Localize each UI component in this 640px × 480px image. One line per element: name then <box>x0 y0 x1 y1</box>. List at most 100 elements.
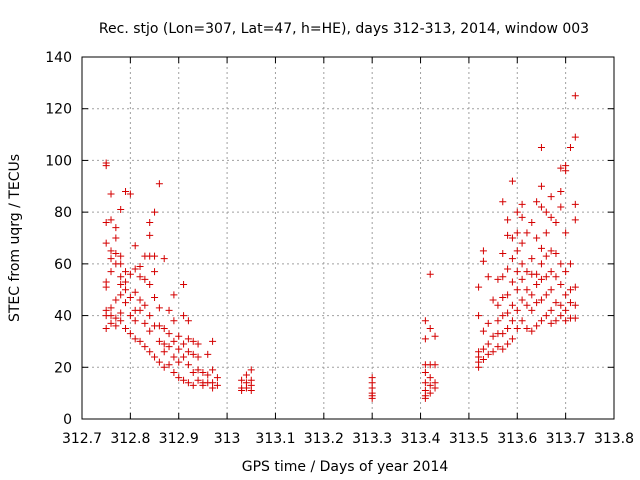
data-point <box>141 301 149 309</box>
data-point <box>508 301 516 309</box>
data-point <box>112 224 120 232</box>
data-point <box>566 260 574 268</box>
x-tick-label: 313.3 <box>352 431 392 447</box>
data-point <box>537 244 545 252</box>
data-point <box>479 345 487 353</box>
data-point <box>523 301 531 309</box>
data-point <box>552 250 560 258</box>
data-point <box>475 283 483 291</box>
data-point <box>126 190 134 198</box>
data-point <box>426 389 434 397</box>
data-point <box>499 293 507 301</box>
data-point <box>209 366 217 374</box>
y-tick-label: 80 <box>54 205 72 221</box>
data-point <box>146 327 154 335</box>
data-point <box>146 218 154 226</box>
data-point <box>180 281 188 289</box>
x-tick-label: 312.9 <box>159 431 199 447</box>
data-point <box>557 164 565 172</box>
data-point <box>528 218 536 226</box>
data-point <box>209 384 217 392</box>
data-point <box>484 350 492 358</box>
data-point <box>175 345 183 353</box>
data-point <box>547 306 555 314</box>
data-point <box>431 332 439 340</box>
data-point <box>479 257 487 265</box>
data-point <box>542 273 550 281</box>
data-point <box>175 332 183 340</box>
data-point <box>194 366 202 374</box>
data-point <box>160 340 168 348</box>
data-point <box>484 273 492 281</box>
data-point <box>494 275 502 283</box>
data-point <box>557 281 565 289</box>
data-point <box>547 268 555 276</box>
data-point <box>189 368 197 376</box>
data-point <box>122 325 130 332</box>
y-axis-title: STEC from uqrg / TECUs <box>7 154 23 322</box>
data-point <box>533 270 541 278</box>
data-point <box>117 291 125 299</box>
data-point <box>175 374 183 382</box>
data-point <box>504 216 512 224</box>
data-point <box>122 299 130 307</box>
data-point <box>204 371 212 379</box>
data-point <box>479 247 487 255</box>
data-point <box>523 229 531 237</box>
data-point <box>170 317 178 325</box>
data-point <box>504 231 512 239</box>
y-tick-label: 20 <box>54 360 72 376</box>
data-point <box>489 332 497 340</box>
data-point <box>122 286 130 294</box>
data-point <box>504 325 512 332</box>
data-point <box>518 317 526 325</box>
data-point <box>537 144 545 151</box>
data-point <box>475 363 483 371</box>
data-point <box>112 250 120 258</box>
data-point <box>494 301 502 309</box>
x-tick-label: 313.4 <box>400 431 440 447</box>
x-tick-label: 313.6 <box>497 431 537 447</box>
data-point <box>528 327 536 335</box>
x-tick-label: 313.8 <box>594 431 634 447</box>
data-point <box>504 340 512 348</box>
data-point <box>475 312 483 320</box>
x-tick-label: 312.7 <box>62 431 102 447</box>
data-point <box>151 208 159 216</box>
data-point <box>562 306 570 314</box>
data-point <box>184 361 192 369</box>
data-point <box>513 325 521 332</box>
data-point <box>528 291 536 299</box>
data-point <box>571 133 579 141</box>
data-point <box>180 376 188 384</box>
data-point <box>562 317 570 325</box>
data-point <box>170 368 178 376</box>
data-point <box>146 281 154 289</box>
data-point <box>102 283 110 291</box>
data-point <box>566 286 574 294</box>
data-point <box>151 353 159 361</box>
y-tick-label: 140 <box>45 50 72 66</box>
y-tick-label: 120 <box>45 102 72 118</box>
data-point <box>537 275 545 283</box>
data-point <box>102 162 110 170</box>
data-point <box>160 255 168 263</box>
data-point <box>175 358 183 366</box>
grid <box>82 57 614 419</box>
data-point <box>513 268 521 276</box>
data-point <box>194 340 202 348</box>
data-point <box>533 322 541 330</box>
data-point <box>160 325 168 332</box>
data-point <box>155 180 163 188</box>
data-point <box>542 252 550 260</box>
data-point <box>533 234 541 242</box>
x-tick-label: 313 <box>214 431 241 447</box>
data-point <box>566 144 574 151</box>
data-point <box>547 247 555 255</box>
data-point <box>170 291 178 299</box>
data-point <box>107 216 115 224</box>
data-point <box>571 314 579 322</box>
data-point <box>557 187 565 195</box>
data-point <box>165 306 173 314</box>
data-point <box>552 273 560 281</box>
